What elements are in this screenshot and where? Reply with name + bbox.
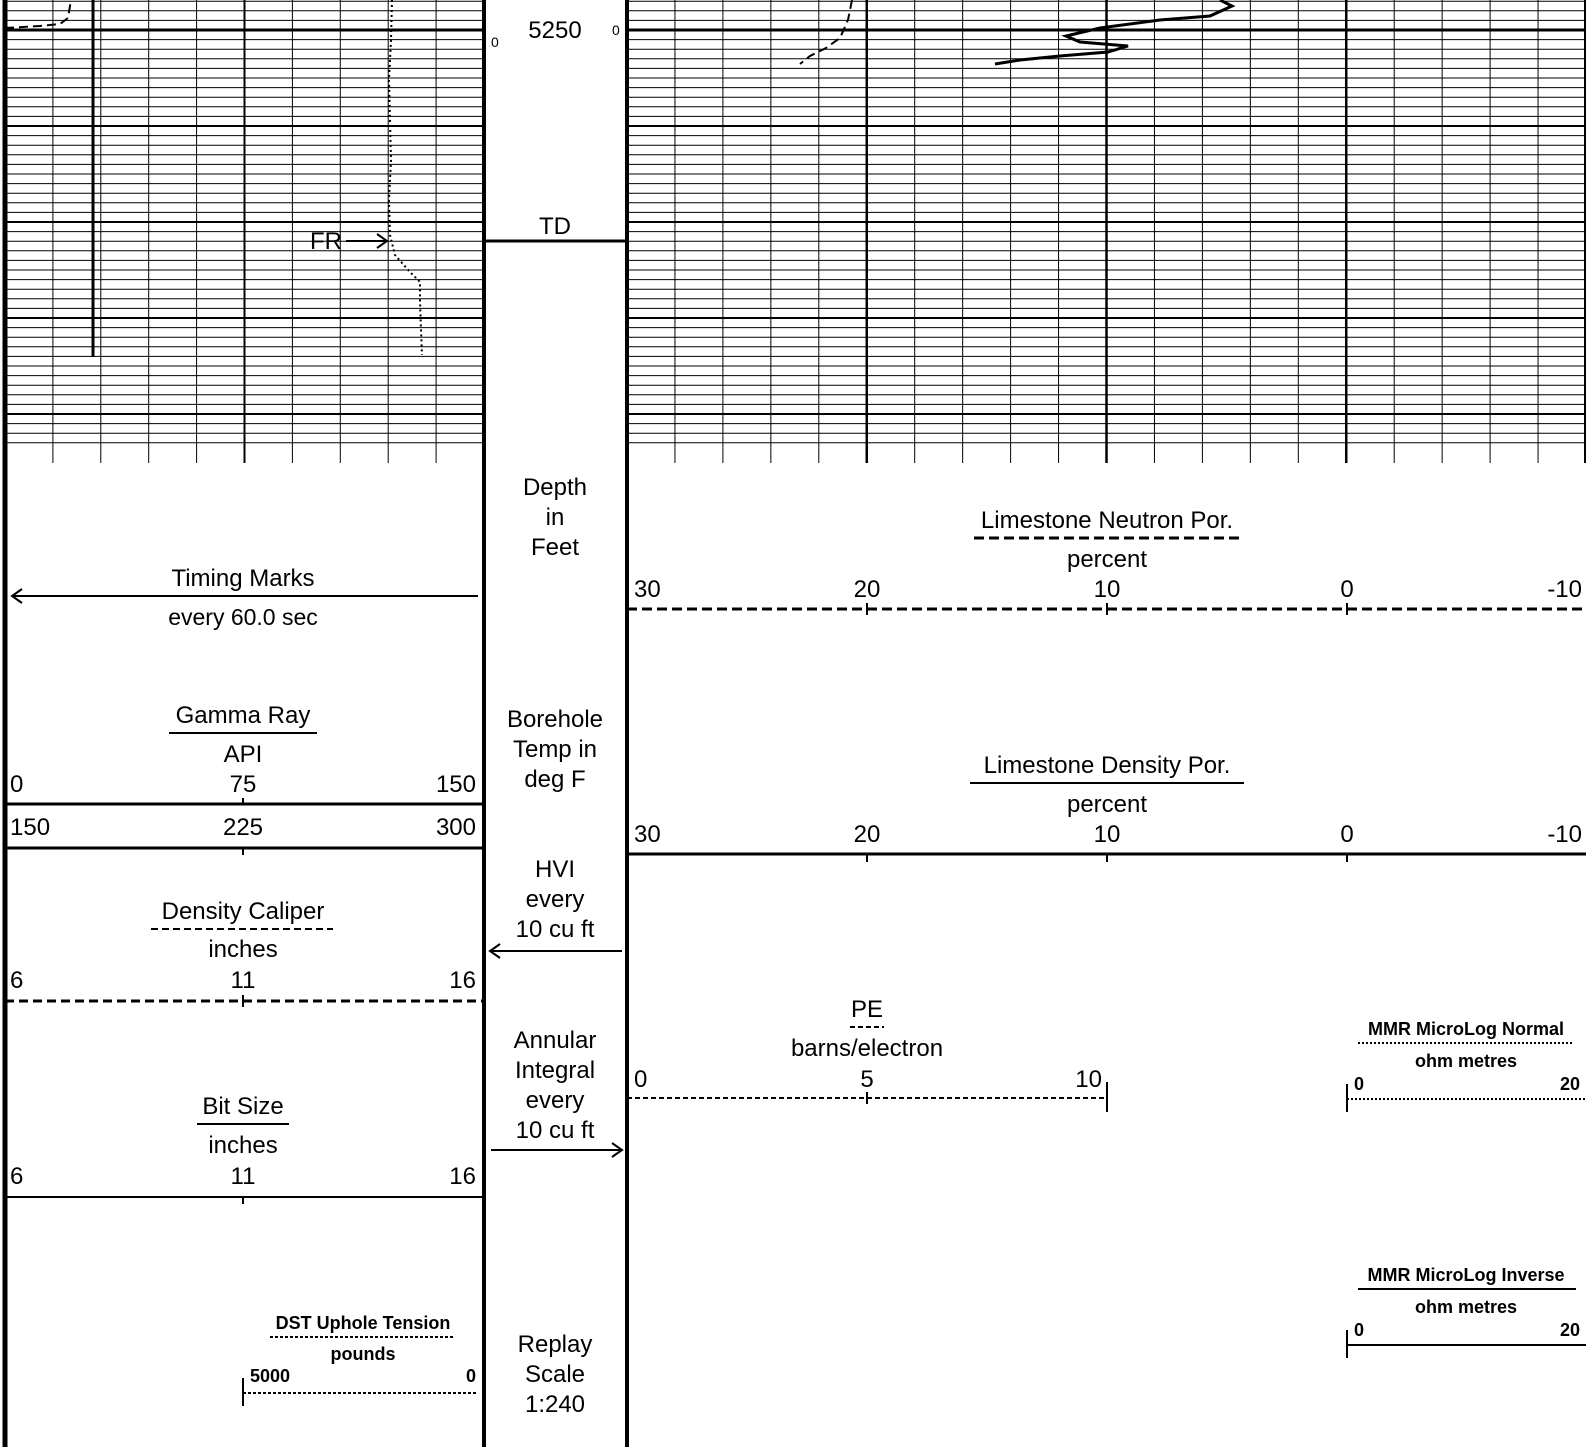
bit-size-tick-2: 16 bbox=[449, 1163, 476, 1190]
micro-inverse-unit: ohm metres bbox=[1415, 1297, 1517, 1317]
neutron-tick-4: -10 bbox=[1547, 576, 1582, 603]
bit-size-unit: inches bbox=[208, 1132, 277, 1159]
gamma-ray-tick-0: 0 bbox=[10, 771, 23, 798]
bit-size-tick-0: 6 bbox=[10, 1163, 23, 1190]
depth-unit-line-3: Feet bbox=[531, 534, 579, 561]
micro-inverse-tick-1: 20 bbox=[1560, 1320, 1580, 1340]
annular-line-1: Annular bbox=[514, 1027, 597, 1054]
density-tick-3: 0 bbox=[1340, 821, 1353, 848]
right-track-grid bbox=[627, 0, 1586, 463]
replay-line-3: 1:240 bbox=[525, 1391, 585, 1418]
fr-marker: FR bbox=[310, 228, 389, 255]
replay-line-2: Scale bbox=[525, 1361, 585, 1388]
gamma-ray-backup-tick-1: 225 bbox=[223, 814, 263, 841]
micro-normal-title: MMR MicroLog Normal bbox=[1368, 1019, 1564, 1039]
micro-normal-tick-0: 0 bbox=[1354, 1074, 1364, 1094]
neutron-unit: percent bbox=[1067, 546, 1147, 573]
annular-line-4: 10 cu ft bbox=[516, 1117, 595, 1144]
gamma-ray-curve bbox=[387, 0, 423, 356]
depth-unit-line-1: Depth bbox=[523, 474, 587, 501]
borehole-temp-line-2: Temp in bbox=[513, 736, 597, 763]
density-porosity-curve bbox=[994, 0, 1236, 66]
pe-title: PE bbox=[851, 996, 883, 1023]
neutron-tick-0: 30 bbox=[634, 576, 661, 603]
dst-tension-unit: pounds bbox=[331, 1344, 396, 1364]
dst-tension-title: DST Uphole Tension bbox=[276, 1313, 451, 1333]
micro-inverse-tick-0: 0 bbox=[1354, 1320, 1364, 1340]
density-caliper-tick-1: 11 bbox=[231, 967, 256, 994]
pe-unit: barns/electron bbox=[791, 1035, 943, 1062]
gamma-ray-title: Gamma Ray bbox=[176, 702, 311, 729]
density-caliper-curve bbox=[4, 0, 72, 29]
pe-tick-1: 5 bbox=[860, 1066, 873, 1093]
left-track-grid bbox=[5, 0, 484, 463]
hvi-arrow bbox=[488, 943, 622, 959]
micro-normal-unit: ohm metres bbox=[1415, 1051, 1517, 1071]
depth-label: 5250 bbox=[528, 17, 581, 44]
neutron-tick-2: 10 bbox=[1094, 576, 1121, 603]
pe-tick-2: 10 bbox=[1075, 1066, 1102, 1093]
neutron-porosity-curve bbox=[799, 0, 853, 65]
neutron-tick-1: 20 bbox=[854, 576, 881, 603]
annular-arrow bbox=[491, 1142, 624, 1158]
neutron-tick-3: 0 bbox=[1340, 576, 1353, 603]
depth-unit-line-2: in bbox=[546, 504, 565, 531]
density-unit: percent bbox=[1067, 791, 1147, 818]
density-caliper-unit: inches bbox=[208, 936, 277, 963]
hvi-line-2: every bbox=[526, 886, 585, 913]
gamma-ray-tick-2: 150 bbox=[436, 771, 476, 798]
micro-inverse-title: MMR MicroLog Inverse bbox=[1367, 1265, 1564, 1285]
gamma-ray-backup-tick-2: 300 bbox=[436, 814, 476, 841]
neutron-title: Limestone Neutron Por. bbox=[981, 507, 1233, 534]
dst-tension-tick-1: 0 bbox=[466, 1366, 476, 1386]
bit-size-title: Bit Size bbox=[202, 1093, 283, 1120]
density-tick-2: 10 bbox=[1094, 821, 1121, 848]
pe-tick-0: 0 bbox=[634, 1066, 647, 1093]
density-tick-4: -10 bbox=[1547, 821, 1582, 848]
log-curves bbox=[4, 0, 1236, 357]
timing-marks-title: Timing Marks bbox=[171, 565, 314, 592]
dst-tension-tick-0: 5000 bbox=[250, 1366, 290, 1386]
density-tick-1: 20 bbox=[854, 821, 881, 848]
timing-marks-subtitle: every 60.0 sec bbox=[168, 604, 318, 630]
fr-label: FR bbox=[310, 228, 342, 255]
depth-zero-left: 0 bbox=[491, 34, 499, 50]
micro-normal-tick-1: 20 bbox=[1560, 1074, 1580, 1094]
density-caliper-tick-2: 16 bbox=[449, 967, 476, 994]
borehole-temp-line-3: deg F bbox=[524, 766, 585, 793]
replay-line-1: Replay bbox=[518, 1331, 593, 1358]
density-caliper-tick-0: 6 bbox=[10, 967, 23, 994]
bit-size-tick-1: 11 bbox=[231, 1163, 256, 1190]
depth-zero-right: 0 bbox=[612, 22, 620, 38]
annular-line-3: every bbox=[526, 1087, 585, 1114]
td-label: TD bbox=[539, 213, 571, 240]
hvi-line-1: HVI bbox=[535, 856, 575, 883]
density-caliper-title: Density Caliper bbox=[162, 898, 325, 925]
hvi-line-3: 10 cu ft bbox=[516, 916, 595, 943]
annular-line-2: Integral bbox=[515, 1057, 595, 1084]
gamma-ray-tick-1: 75 bbox=[230, 771, 257, 798]
gamma-ray-backup-tick-0: 150 bbox=[10, 814, 50, 841]
borehole-temp-line-1: Borehole bbox=[507, 706, 603, 733]
density-tick-0: 30 bbox=[634, 821, 661, 848]
gamma-ray-unit: API bbox=[224, 741, 263, 768]
timing-marks-arrow bbox=[10, 588, 478, 604]
density-title: Limestone Density Por. bbox=[984, 752, 1231, 779]
